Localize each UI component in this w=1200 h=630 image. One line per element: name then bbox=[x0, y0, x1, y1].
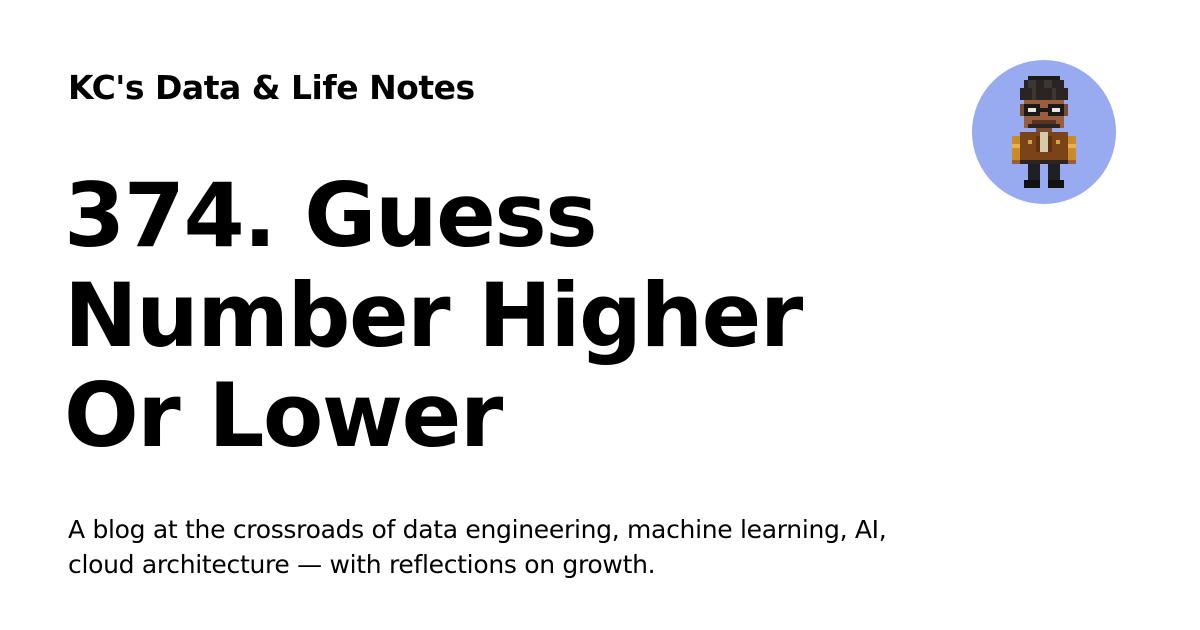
pixel-character-avatar-icon bbox=[1012, 76, 1076, 188]
site-title: KC's Data & Life Notes bbox=[68, 68, 475, 107]
avatar bbox=[972, 60, 1116, 204]
post-title: 374. Guess Number Higher Or Lower bbox=[64, 164, 803, 467]
site-description: A blog at the crossroads of data enginee… bbox=[68, 515, 887, 579]
